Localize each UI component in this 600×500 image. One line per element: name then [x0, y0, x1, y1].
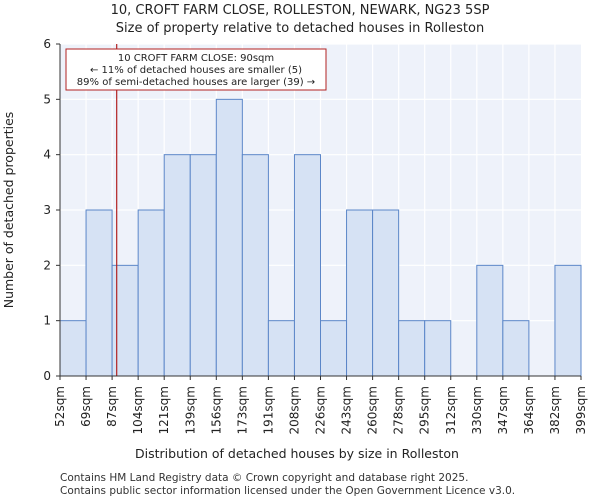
y-tick-label-5: 5 — [43, 92, 51, 106]
y-tick-labels: 0 1 2 3 4 5 6 — [43, 37, 60, 383]
x-tick-label-243sqm: 243sqm — [340, 386, 354, 434]
footer-line-2: Contains public sector information licen… — [60, 485, 515, 497]
x-axis-label: Distribution of detached houses by size … — [135, 446, 459, 461]
annotation-box — [65, 48, 327, 91]
bar-226sqm — [320, 320, 348, 377]
y-tick-label-4: 4 — [43, 148, 51, 162]
y-tick-label-6: 6 — [43, 37, 51, 51]
y-axis-label: Number of detached properties — [1, 112, 16, 309]
bar-52sqm — [59, 320, 87, 377]
x-tick-label-173sqm: 173sqm — [235, 386, 249, 434]
annotation-title: 10 CROFT FARM CLOSE: 90sqm — [118, 53, 274, 64]
x-tick-labels: 52sqm 69sqm 87sqm 104sqm 121sqm 139sqm 156sqm 1… — [53, 376, 588, 434]
bar-330sqm — [476, 264, 504, 377]
bar-139sqm — [189, 154, 217, 377]
y-tick-label-3: 3 — [43, 203, 51, 217]
x-tick-label-156sqm: 156sqm — [209, 386, 223, 434]
bar-278sqm — [398, 320, 426, 377]
x-tick-label-139sqm: 139sqm — [183, 386, 197, 434]
bar-382sqm — [554, 264, 582, 377]
footer-line-1: Contains HM Land Registry data © Crown c… — [60, 472, 468, 484]
x-tick-label-364sqm: 364sqm — [522, 386, 536, 434]
bar-87sqm — [111, 264, 139, 377]
x-tick-label-226sqm: 226sqm — [314, 386, 328, 434]
bar-173sqm — [241, 154, 269, 377]
x-tick-label-330sqm: 330sqm — [470, 386, 484, 434]
bar-208sqm — [293, 154, 322, 377]
bar-295sqm — [424, 320, 452, 377]
bars — [59, 98, 582, 377]
bar-121sqm — [163, 154, 191, 377]
x-tick-label-312sqm: 312sqm — [444, 386, 458, 434]
y-tick-label-2: 2 — [43, 258, 51, 272]
bar-156sqm — [215, 98, 243, 377]
property-annotation: 10 CROFT FARM CLOSE: 90sqm ← 11% of deta… — [65, 48, 327, 91]
bar-191sqm — [267, 320, 295, 377]
x-tick-label-191sqm: 191sqm — [261, 386, 275, 434]
x-tick-label-52sqm: 52sqm — [53, 386, 67, 427]
bar-104sqm — [137, 209, 165, 377]
x-tick-label-69sqm: 69sqm — [79, 386, 93, 427]
x-tick-label-278sqm: 278sqm — [392, 386, 406, 434]
y-tick-label-1: 1 — [43, 314, 51, 328]
bar-69sqm — [85, 209, 113, 377]
x-tick-label-347sqm: 347sqm — [496, 386, 510, 434]
x-tick-label-382sqm: 382sqm — [548, 386, 562, 434]
chart-title: 10, CROFT FARM CLOSE, ROLLESTON, NEWARK,… — [111, 3, 490, 18]
x-tick-label-295sqm: 295sqm — [418, 386, 432, 434]
bar-347sqm — [502, 320, 530, 377]
bar-260sqm — [372, 209, 400, 377]
annotation-larger: 89% of semi-detached houses are larger (… — [77, 77, 315, 88]
x-tick-label-104sqm: 104sqm — [131, 386, 145, 434]
bar-243sqm — [346, 209, 374, 377]
x-tick-label-260sqm: 260sqm — [366, 386, 380, 434]
x-tick-label-208sqm: 208sqm — [287, 386, 301, 434]
x-tick-label-87sqm: 87sqm — [105, 386, 119, 427]
x-tick-label-399sqm: 399sqm — [574, 386, 588, 434]
annotation-smaller: ← 11% of detached houses are smaller (5) — [90, 65, 302, 76]
chart-subtitle: Size of property relative to detached ho… — [116, 21, 484, 36]
y-tick-label-0: 0 — [43, 369, 51, 383]
x-tick-label-121sqm: 121sqm — [157, 386, 171, 434]
